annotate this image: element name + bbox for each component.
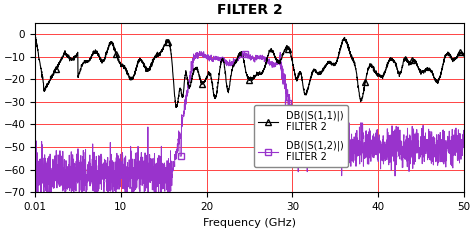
- Legend: DB(|S(1,1)|)
FILTER 2, DB(|S(1,2)|)
FILTER 2: DB(|S(1,1)|) FILTER 2, DB(|S(1,2)|) FILT…: [254, 105, 348, 167]
- X-axis label: Frequency (GHz): Frequency (GHz): [203, 218, 296, 228]
- Title: FILTER 2: FILTER 2: [217, 3, 283, 18]
